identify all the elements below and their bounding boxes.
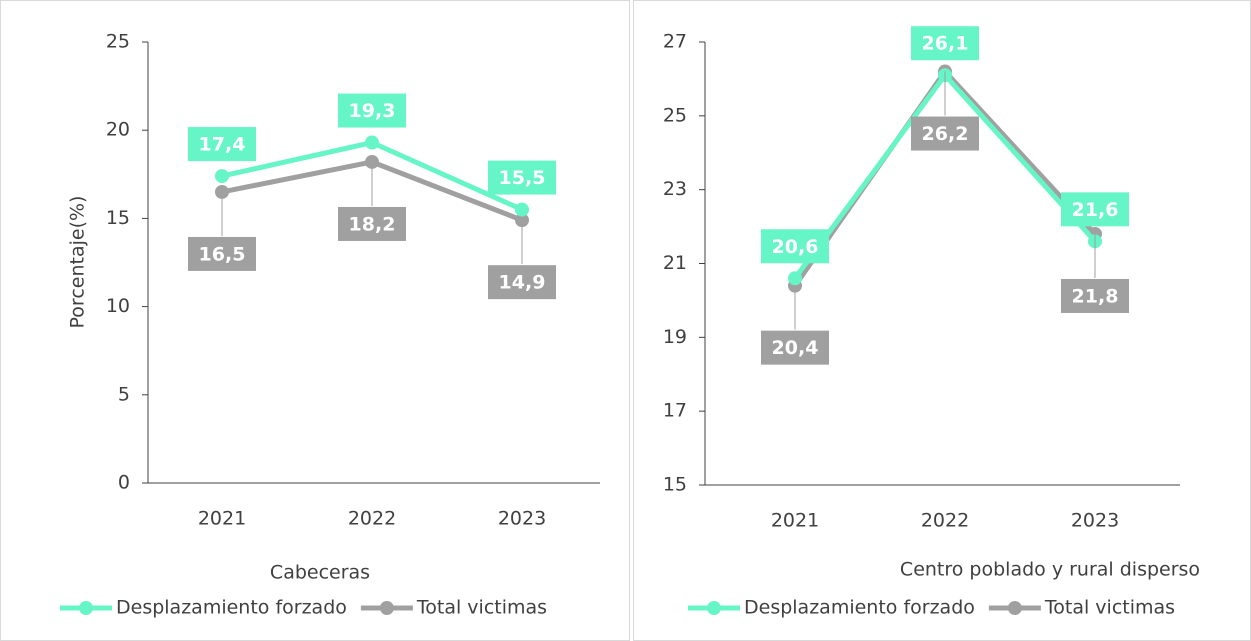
y-axis-label: Porcentaje(%) [67, 196, 89, 329]
legend-label: Total victimas [416, 597, 547, 619]
point [365, 135, 379, 150]
data-label: 17,4 [199, 134, 246, 156]
data-label: 20,6 [772, 236, 819, 258]
label-box [488, 160, 556, 195]
data-label: 15,5 [499, 167, 546, 189]
y-tick-label: 27 [663, 31, 687, 53]
label-box [1061, 278, 1129, 313]
label-box [1061, 192, 1129, 227]
y-tick-label: 10 [106, 295, 130, 317]
point [788, 271, 802, 286]
data-label: 16,5 [199, 243, 246, 265]
label-box [188, 236, 256, 271]
point [515, 202, 529, 217]
y-tick-label: 0 [118, 472, 130, 494]
y-tick-label: 15 [106, 207, 130, 229]
data-label: 21,8 [1072, 285, 1119, 307]
x-axis-title: Centro poblado y rural disperso [900, 559, 1200, 581]
x-tick-label: 2022 [921, 510, 969, 532]
data-label: 20,4 [772, 337, 819, 359]
x-axis-title: Cabeceras [270, 562, 370, 584]
data-label: 14,9 [499, 272, 546, 294]
data-label: 19,3 [349, 100, 396, 122]
point [215, 169, 229, 184]
y-tick-label: 5 [118, 383, 130, 405]
x-tick-label: 2023 [1071, 510, 1119, 532]
y-tick-label: 19 [663, 326, 687, 348]
legend-label: Desplazamiento forzado [744, 597, 975, 619]
y-tick-label: 15 [663, 474, 687, 496]
label-box [761, 229, 829, 264]
legend-label: Total victimas [1044, 597, 1175, 619]
y-tick-label: 20 [106, 119, 130, 141]
panel-border [0, 0, 630, 641]
x-tick-label: 2021 [198, 508, 246, 530]
legend-marker [1007, 601, 1022, 615]
y-tick-label: 17 [663, 400, 687, 422]
panel-border [633, 0, 1251, 641]
x-tick-label: 2021 [771, 510, 819, 532]
legend-marker [79, 601, 93, 615]
legend-marker [379, 601, 394, 615]
y-tick-label: 23 [663, 178, 687, 200]
legend-label: Desplazamiento forzado [116, 597, 347, 619]
label-box [911, 26, 979, 61]
y-tick-label: 25 [106, 31, 130, 53]
data-label: 18,2 [349, 213, 396, 235]
y-tick-label: 25 [663, 104, 687, 126]
data-label: 26,1 [922, 33, 969, 55]
label-box [911, 116, 979, 151]
legend-marker [707, 601, 721, 615]
data-label: 26,2 [922, 123, 969, 145]
label-box [761, 330, 829, 365]
label-box [488, 265, 556, 300]
y-tick-label: 21 [663, 252, 687, 274]
label-box [338, 93, 406, 128]
label-box [188, 127, 256, 162]
x-tick-label: 2022 [348, 508, 396, 530]
label-box [338, 206, 406, 241]
x-tick-label: 2023 [498, 508, 546, 530]
data-label: 21,6 [1072, 199, 1119, 221]
